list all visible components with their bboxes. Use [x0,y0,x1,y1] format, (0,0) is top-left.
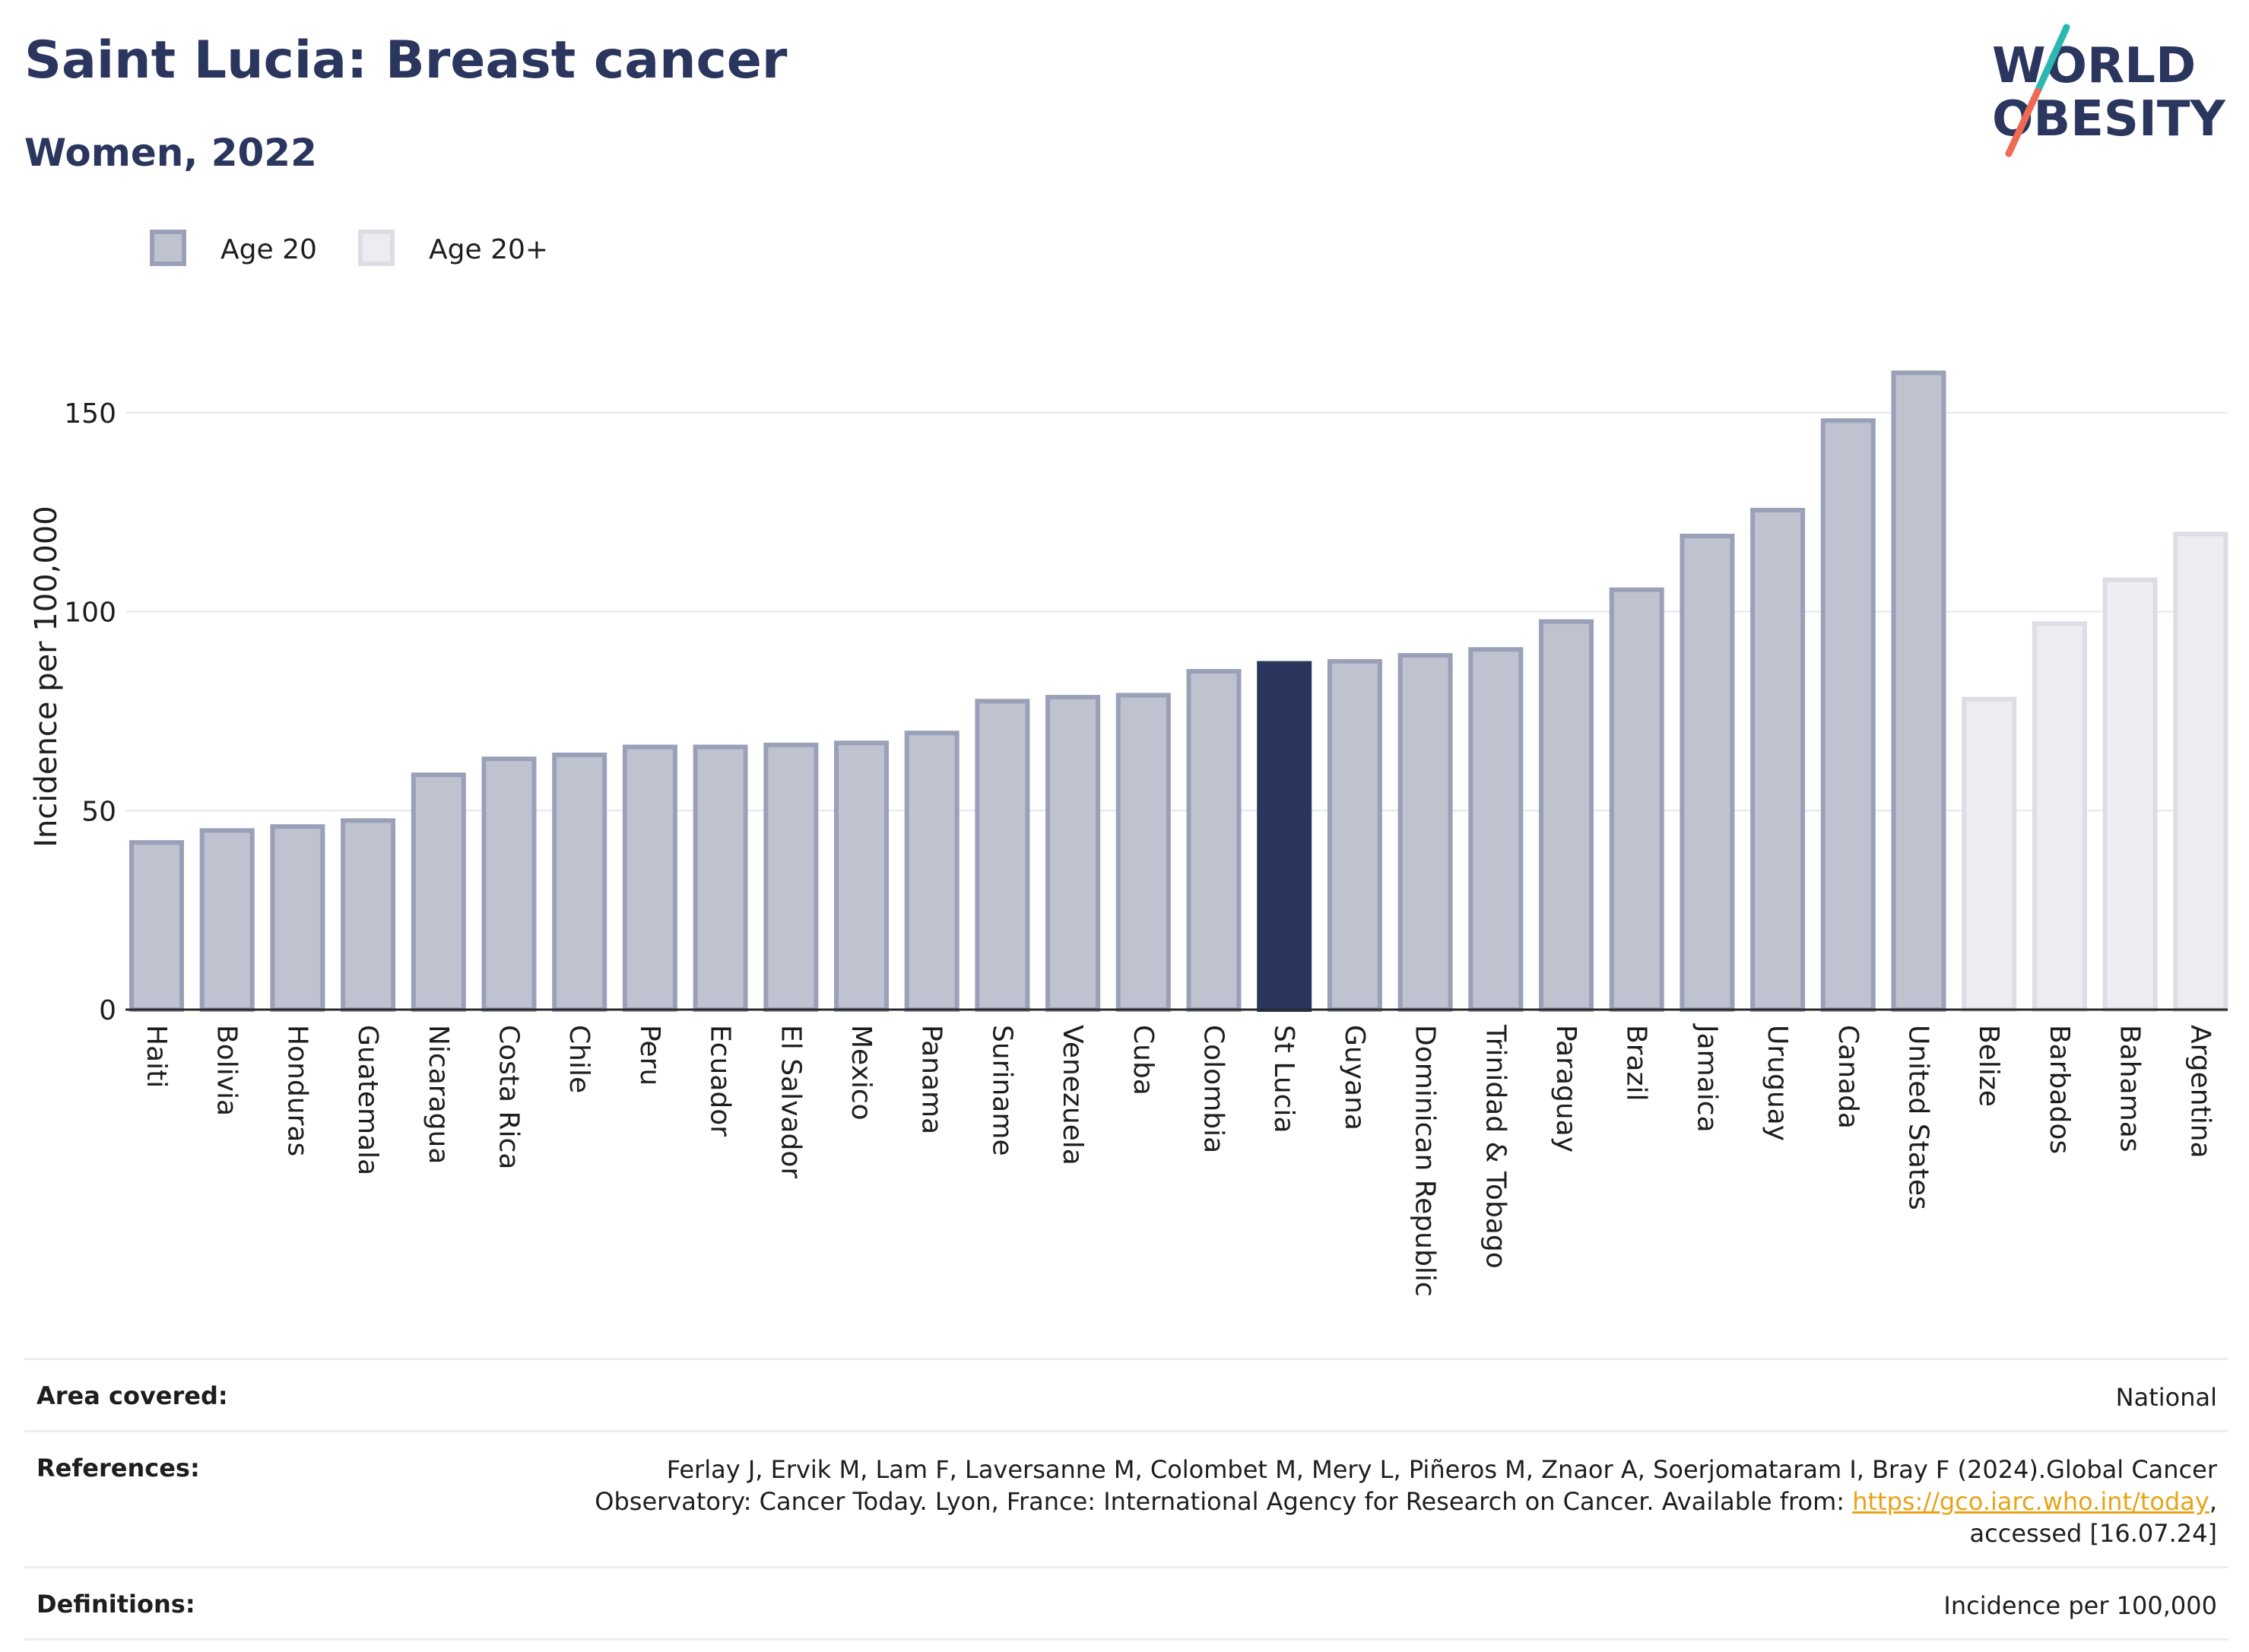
bar-dominican-republic [1397,653,1453,1013]
references-text-3: , [2209,1487,2217,1516]
x-tick-label: Trinidad & Tobago [1480,1024,1511,1269]
x-tick-label: Uruguay [1762,1025,1793,1141]
bar-uruguay [1750,508,1806,1012]
x-tick-label: Belize [1973,1025,2004,1107]
x-tick-label: Nicaragua [423,1025,454,1164]
bar-honduras [270,824,325,1012]
bar-venezuela [1045,695,1101,1012]
bar-jamaica [1680,534,1735,1013]
info-row-references: References: Ferlay J, Ervik M, Lam F, La… [24,1430,2228,1566]
y-axis-label: Incidence per 100,000 [29,506,64,848]
logo-slash-top [2034,24,2070,95]
references-link[interactable]: https://gco.iarc.who.int/today [1852,1487,2209,1516]
info-row-area: Area covered: National [24,1358,2228,1430]
legend-swatch-age20plus [358,230,395,266]
references-label: References: [36,1454,200,1482]
definitions-label: Definitions: [36,1590,195,1619]
x-tick-label: Bahamas [2114,1025,2146,1153]
x-tick-label: Guatemala [352,1025,383,1175]
x-tick-label: Mexico [845,1025,877,1121]
bar-chile [552,752,607,1013]
x-tick-label: Cuba [1128,1025,1159,1096]
bar-bahamas [2102,577,2158,1012]
bar-cuba [1115,693,1171,1012]
chart-gridlines [125,411,2228,812]
x-tick-label: Guyana [1339,1025,1370,1130]
bar-bolivia [199,828,255,1012]
x-tick-label: Bolivia [211,1025,243,1116]
page-subtitle: Women, 2022 [24,131,317,175]
x-tick-label: Dominican Republic [1410,1025,1441,1297]
bar-ecuador [693,744,748,1012]
bar-guyana [1327,658,1382,1012]
bar-trinidad-tobago [1468,647,1524,1012]
x-tick-label: El Salvador [775,1025,806,1178]
x-axis: Haiti Bolivia Honduras Guatemala Nicaragua Co… [125,1008,2228,1297]
legend-label-age20plus: Age 20+ [429,234,548,265]
logo-slash-bottom [2005,87,2041,157]
y-tick-label: 0 [99,995,116,1026]
bar-el-salvador [763,742,819,1012]
bar-canada [1820,418,1876,1013]
x-tick-label: Venezuela [1057,1025,1088,1165]
x-tick-label: Haiti [141,1025,172,1088]
x-tick-label: Barbados [2044,1025,2075,1154]
bar-barbados [2032,621,2087,1013]
x-tick-label: Colombia [1198,1025,1229,1153]
legend-label-age20: Age 20 [220,234,317,265]
bar-colombia [1186,669,1242,1013]
legend-swatch-age20 [150,230,186,266]
y-axis: 0 50 100 150 [64,398,116,1026]
bar-peru [622,744,677,1012]
chart-legend: Age 20 Age 20+ [150,230,548,266]
x-tick-label: Paraguay [1550,1025,1581,1153]
bar-haiti [129,840,184,1012]
x-tick-label: Canada [1832,1025,1864,1129]
info-table: Area covered: National References: Ferla… [24,1358,2228,1641]
bar-paraguay [1539,619,1594,1013]
x-tick-label: Brazil [1621,1025,1652,1101]
bar-chart: Age 20 Age 20+ 0 50 100 150 Haiti Bolivia Hond… [29,230,2228,1297]
bar-united-states [1891,370,1946,1012]
y-tick-label: 50 [81,796,116,827]
references-text-4: accessed [16.07.24] [1969,1519,2217,1548]
bar-nicaragua [411,772,466,1012]
area-covered-value: National [2115,1383,2217,1412]
bar-belize [1962,696,2017,1012]
x-tick-label: St Lucia [1268,1025,1299,1134]
x-tick-label: Honduras [281,1025,312,1156]
chart-bars [129,370,2228,1013]
bar-brazil [1609,587,1664,1012]
bar-panama [904,731,960,1012]
x-tick-label: Peru [634,1025,665,1086]
bar-st-lucia [1257,661,1312,1012]
x-tick-label: United States [1903,1025,1934,1210]
world-obesity-logo: WORLD OBESITY [1992,24,2225,157]
bar-mexico [834,740,889,1012]
info-row-definitions: Definitions: Incidence per 100,000 [24,1566,2228,1641]
x-tick-label: Panama [916,1025,947,1134]
references-text-1: Ferlay J, Ervik M, Lam F, Laversanne M, … [666,1455,2217,1484]
bar-argentina [2173,531,2228,1013]
area-covered-label: Area covered: [36,1381,228,1410]
page-title: Saint Lucia: Breast cancer [24,30,788,90]
definitions-value: Incidence per 100,000 [1943,1591,2217,1620]
y-tick-label: 150 [64,398,116,430]
bar-costa-rica [481,756,537,1012]
x-tick-label: Ecuador [705,1025,736,1137]
x-tick-label: Suriname [986,1025,1017,1156]
x-tick-label: Argentina [2184,1025,2216,1159]
x-tick-label: Costa Rica [493,1025,525,1169]
x-tick-label: Jamaica [1691,1023,1722,1133]
logo-text-world: WORLD [1992,38,2196,94]
bar-guatemala [341,818,396,1013]
references-value: Ferlay J, Ervik M, Lam F, Laversanne M, … [595,1454,2217,1549]
x-tick-label: Chile [563,1025,595,1093]
references-text-2: Observatory: Cancer Today. Lyon, France:… [595,1487,1853,1516]
y-tick-label: 100 [64,598,116,629]
bar-suriname [975,699,1030,1012]
